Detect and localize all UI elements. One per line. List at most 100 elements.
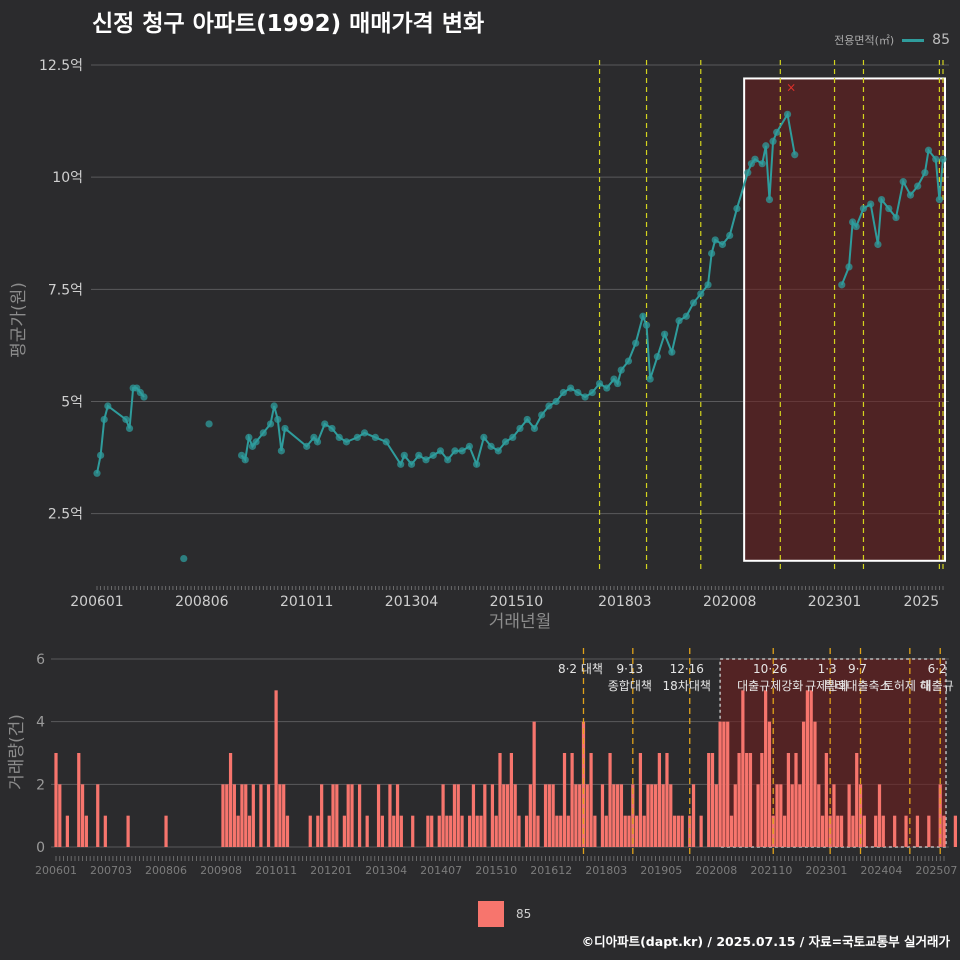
price-point bbox=[104, 402, 112, 410]
volume-bar bbox=[316, 815, 320, 847]
volume-bar bbox=[54, 753, 58, 847]
price-point bbox=[939, 155, 947, 163]
volume-bar bbox=[783, 815, 787, 847]
volume-bar bbox=[547, 784, 551, 847]
volume-bar bbox=[623, 815, 627, 847]
price-point bbox=[726, 231, 734, 240]
volume-bar bbox=[714, 784, 718, 847]
price-point bbox=[397, 460, 405, 468]
volume-bar bbox=[437, 815, 441, 847]
price-point bbox=[458, 447, 466, 455]
price-point bbox=[845, 263, 853, 271]
x-tick-label: 202301 bbox=[808, 594, 861, 610]
x-tick-label: 202008 bbox=[703, 594, 756, 610]
volume-bar bbox=[779, 784, 783, 847]
volume-bar bbox=[559, 815, 563, 847]
price-point bbox=[646, 375, 654, 383]
volume-bar bbox=[578, 784, 582, 847]
volume-bar bbox=[376, 784, 381, 847]
price-point bbox=[321, 420, 329, 428]
price-point bbox=[773, 128, 781, 136]
volume-bar bbox=[285, 815, 290, 847]
price-point bbox=[682, 312, 690, 320]
volume-bar bbox=[874, 815, 878, 847]
volume-bar bbox=[657, 753, 661, 847]
bar-x-tick-label: 201510 bbox=[475, 864, 517, 877]
volume-bar bbox=[764, 690, 768, 847]
volume-bar bbox=[635, 815, 639, 847]
price-point bbox=[765, 196, 774, 204]
volume-bar bbox=[646, 784, 650, 847]
price-point bbox=[639, 312, 647, 320]
volume-bar bbox=[346, 784, 350, 847]
volume-bar bbox=[790, 784, 794, 847]
volume-bar bbox=[836, 815, 840, 847]
policy-label: 특례대출축소 bbox=[824, 679, 890, 693]
policy-label: 12·16 bbox=[670, 662, 704, 676]
price-point bbox=[762, 142, 770, 150]
price-point bbox=[885, 204, 893, 213]
price-point bbox=[436, 447, 445, 455]
price-point bbox=[859, 204, 868, 213]
volume-bar bbox=[680, 815, 684, 847]
volume-bar bbox=[392, 815, 396, 847]
price-point bbox=[266, 420, 275, 428]
price-point bbox=[614, 379, 622, 388]
bar-x-tick-label: 200703 bbox=[90, 864, 132, 877]
price-point bbox=[252, 438, 260, 446]
volume-bar bbox=[532, 721, 536, 847]
price-point bbox=[588, 388, 596, 397]
price-point bbox=[444, 456, 452, 464]
y-tick-label: 2.5억 bbox=[48, 507, 83, 523]
chart-title: 신정 청구 아파트(1992) 매매가격 변화 bbox=[92, 11, 485, 37]
price-point bbox=[342, 438, 351, 446]
bar-y-tick-label: 4 bbox=[36, 715, 45, 731]
price-point bbox=[451, 447, 459, 455]
volume-bar bbox=[80, 784, 85, 847]
volume-bar bbox=[164, 815, 168, 847]
volume-bar bbox=[691, 784, 696, 847]
volume-bar bbox=[775, 784, 779, 847]
volume-bar bbox=[927, 815, 931, 847]
price-point bbox=[545, 402, 553, 410]
volume-bar bbox=[801, 721, 806, 847]
bar-y-tick-label: 6 bbox=[36, 652, 45, 668]
volume-bar bbox=[555, 815, 559, 847]
volume-bar bbox=[388, 784, 392, 847]
volume-bar bbox=[84, 815, 88, 847]
price-point bbox=[270, 402, 278, 410]
price-point bbox=[581, 393, 589, 401]
bar-x-tick-label: 202507 bbox=[915, 864, 957, 877]
y-tick-label: 7.5억 bbox=[48, 282, 83, 298]
price-point bbox=[281, 424, 289, 433]
price-point bbox=[711, 236, 719, 244]
volume-bar bbox=[228, 753, 233, 847]
volume-bar bbox=[676, 815, 680, 847]
volume-bar bbox=[953, 815, 957, 847]
volume-bar bbox=[441, 784, 445, 847]
price-point bbox=[642, 321, 651, 329]
price-point bbox=[328, 424, 336, 433]
volume-bar bbox=[650, 784, 654, 847]
volume-bar bbox=[513, 784, 517, 847]
price-point bbox=[487, 442, 495, 450]
volume-bar bbox=[893, 815, 897, 847]
volume-bar bbox=[327, 815, 331, 847]
price-point bbox=[274, 415, 282, 424]
volume-bar bbox=[498, 753, 502, 847]
volume-bar bbox=[494, 815, 498, 847]
y-tick-label: 5억 bbox=[61, 395, 83, 411]
price-point bbox=[407, 460, 416, 468]
price-point bbox=[473, 460, 481, 468]
volume-bar bbox=[786, 753, 791, 847]
price-point bbox=[661, 330, 669, 338]
bar-legend-swatch bbox=[478, 901, 504, 927]
volume-bar bbox=[543, 784, 548, 847]
volume-bar bbox=[881, 815, 885, 847]
volume-bar bbox=[942, 815, 946, 847]
volume-bar bbox=[832, 784, 836, 847]
volume-bar bbox=[733, 784, 737, 847]
volume-bar bbox=[236, 815, 240, 847]
volume-bar bbox=[604, 815, 608, 847]
